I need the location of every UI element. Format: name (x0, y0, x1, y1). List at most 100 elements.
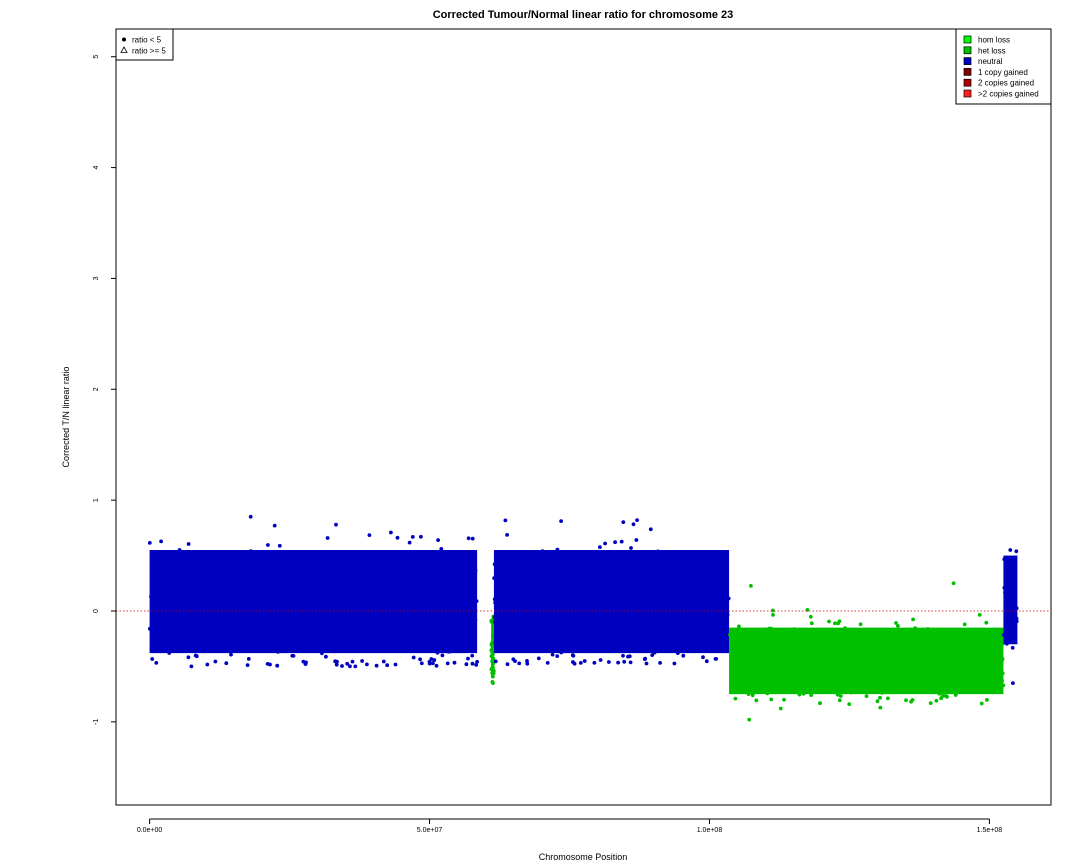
data-point (572, 589, 577, 594)
data-point (395, 535, 400, 540)
data-point (649, 589, 653, 593)
data-point (713, 631, 718, 636)
data-point (288, 613, 293, 617)
data-point (1005, 641, 1009, 646)
data-point (754, 698, 759, 703)
data-point (165, 604, 170, 609)
data-point (955, 651, 960, 656)
data-point (248, 583, 253, 588)
data-point (352, 558, 357, 563)
data-point (884, 653, 888, 658)
data-point (506, 585, 510, 590)
data-point (228, 575, 233, 579)
data-point (640, 585, 644, 589)
data-point (378, 646, 382, 650)
data-point (507, 590, 512, 595)
data-point (830, 643, 834, 648)
data-point (570, 631, 575, 636)
data-point (581, 565, 585, 569)
data-point (937, 691, 942, 696)
data-point (552, 613, 556, 618)
data-point (696, 641, 701, 646)
data-point (373, 576, 377, 580)
data-point (700, 617, 705, 622)
data-point (628, 598, 633, 603)
data-point (982, 638, 986, 643)
data-point (343, 625, 347, 629)
data-point (748, 646, 752, 651)
data-point (502, 594, 507, 599)
data-point (903, 670, 908, 674)
data-point (900, 644, 905, 648)
data-point (367, 577, 371, 581)
data-point (340, 621, 345, 626)
data-point (977, 613, 982, 617)
data-point (726, 596, 731, 601)
data-point (274, 581, 278, 585)
data-point (922, 674, 927, 679)
data-point (256, 635, 261, 639)
data-point (706, 597, 710, 601)
x-tick-label: 1.5e+08 (977, 827, 1003, 834)
data-point (858, 640, 863, 644)
data-point (368, 586, 373, 591)
data-point (981, 666, 986, 671)
legend-swatch (963, 57, 972, 65)
data-point (1000, 657, 1005, 662)
data-point (522, 580, 526, 585)
data-point (535, 625, 539, 629)
data-point (618, 617, 623, 622)
data-point (648, 593, 653, 598)
data-point (279, 594, 283, 599)
data-point (220, 604, 225, 609)
data-point (604, 576, 609, 580)
outlier-point (248, 514, 253, 519)
data-point (940, 694, 945, 698)
data-point (870, 662, 874, 667)
data-point (771, 633, 776, 638)
data-point (589, 578, 593, 582)
data-point (201, 638, 206, 643)
data-point (700, 598, 705, 603)
data-point (186, 655, 191, 660)
data-point (766, 627, 771, 632)
data-point (773, 688, 777, 693)
data-point (519, 612, 524, 616)
data-point (808, 665, 813, 670)
data-point (801, 691, 806, 696)
data-point (341, 615, 346, 620)
data-point (831, 647, 836, 652)
data-point (626, 615, 631, 620)
data-point (462, 567, 466, 572)
data-point (734, 672, 739, 676)
data-point (365, 662, 369, 667)
data-point (966, 654, 971, 659)
data-point (222, 587, 226, 592)
data-point (856, 675, 861, 680)
data-point (325, 536, 330, 540)
data-point (552, 624, 557, 629)
data-point (630, 578, 635, 582)
data-point (475, 659, 479, 664)
data-point (657, 592, 661, 596)
data-point (267, 595, 271, 599)
data-point (758, 672, 762, 676)
data-point (741, 680, 745, 684)
data-point (489, 642, 494, 647)
data-point (462, 627, 466, 632)
data-point (603, 618, 607, 623)
data-point (979, 683, 984, 688)
data-point (407, 540, 412, 545)
data-point (596, 596, 600, 601)
data-point (811, 660, 816, 665)
data-point (606, 599, 610, 604)
data-point (917, 653, 921, 658)
data-point (237, 602, 241, 607)
data-point (914, 671, 918, 676)
data-point (650, 653, 655, 657)
data-point (262, 594, 267, 599)
legend-entry-label: het loss (978, 46, 1006, 55)
data-point (571, 643, 576, 648)
data-point (539, 580, 544, 585)
data-point (207, 558, 212, 562)
